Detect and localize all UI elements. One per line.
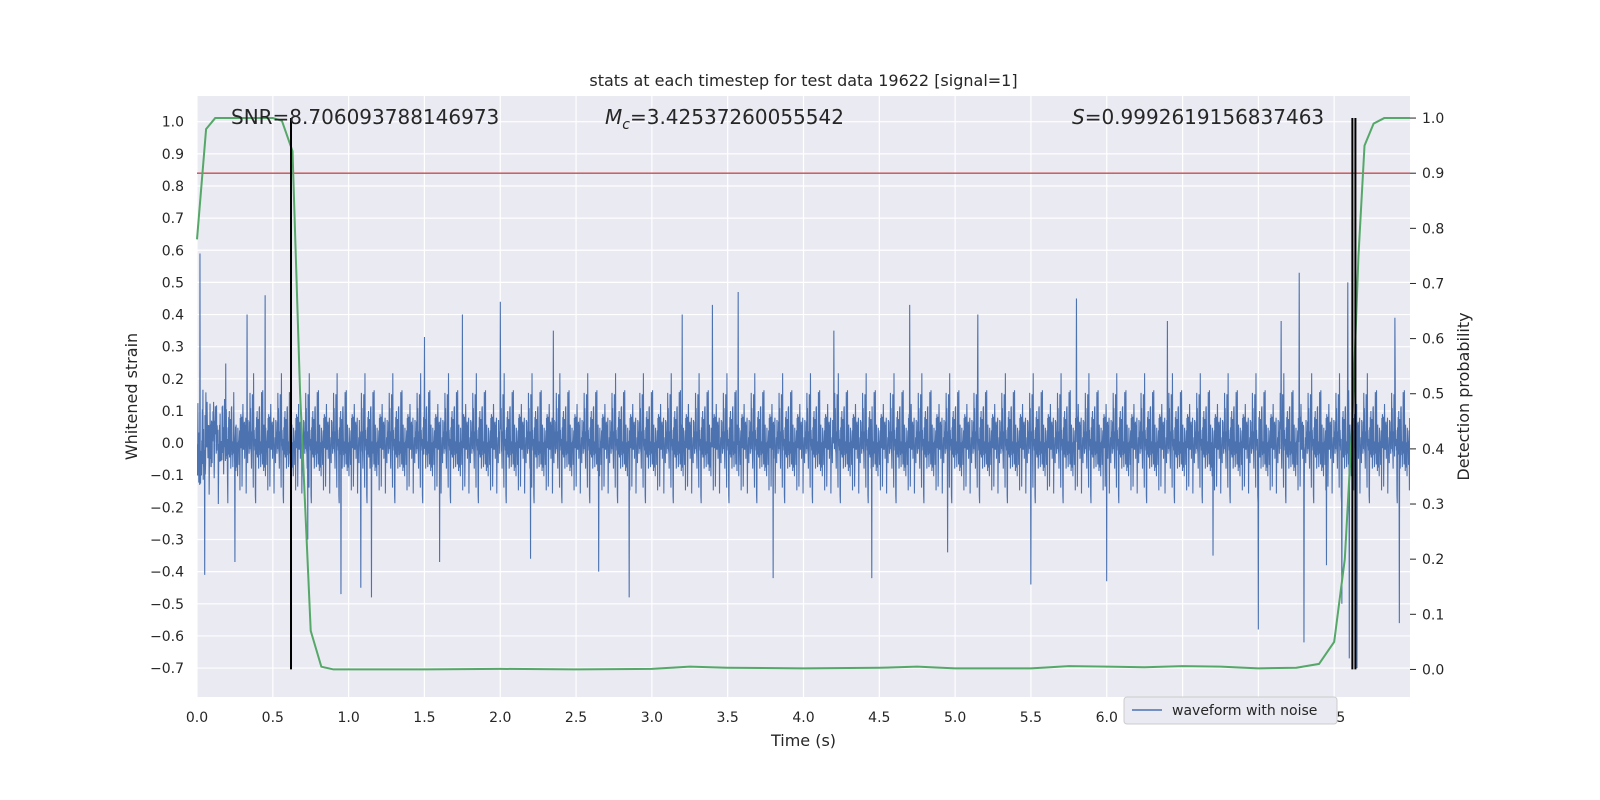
y-axis-label: Whitened strain bbox=[122, 333, 141, 460]
x-tick-label: 4.5 bbox=[868, 710, 890, 726]
statistic-annotation: S=0.9992619156837463 bbox=[1072, 105, 1324, 129]
x-tick-label: 0.0 bbox=[186, 710, 208, 726]
x-tick-label: 1.0 bbox=[337, 710, 359, 726]
y2-axis-ticks: 0.0 0.1 0.2 0.3 0.4 0.5 0.6 0.7 0.8 0.9 1.0 bbox=[1410, 111, 1444, 678]
x-axis-label: Time (s) bbox=[770, 731, 836, 750]
y-tick-label: 0.6 bbox=[162, 243, 184, 259]
waveform-series bbox=[197, 211, 1410, 669]
x-tick-label: 0.5 bbox=[262, 710, 284, 726]
x-tick-label: 3.0 bbox=[641, 710, 663, 726]
chirp-mass-symbol: M bbox=[605, 105, 622, 129]
y-tick-label: −0.5 bbox=[150, 597, 184, 613]
statistic-symbol: S bbox=[1072, 105, 1085, 129]
legend-label-waveform: waveform with noise bbox=[1172, 703, 1317, 719]
detection-probability-series bbox=[196, 117, 1410, 671]
y2-tick-label: 1.0 bbox=[1422, 111, 1444, 127]
detection-probability-line bbox=[196, 117, 1410, 671]
x-tick-label: 6.0 bbox=[1096, 710, 1118, 726]
y-tick-label: 0.4 bbox=[162, 308, 184, 324]
y-tick-label: −0.3 bbox=[150, 533, 184, 549]
y2-tick-label: 0.8 bbox=[1422, 221, 1444, 237]
x-tick-label: 5.0 bbox=[944, 710, 966, 726]
x-tick-label: 5.5 bbox=[1020, 710, 1042, 726]
x-tick-label: 2.0 bbox=[489, 710, 511, 726]
y-tick-label: −0.2 bbox=[150, 500, 184, 516]
y-tick-label: −0.1 bbox=[150, 468, 184, 484]
y2-tick-label: 0.7 bbox=[1422, 276, 1444, 292]
chirp-mass-value: =3.42537260055542 bbox=[630, 105, 844, 129]
y2-tick-label: 0.5 bbox=[1422, 387, 1444, 403]
x-tick-label: 1.5 bbox=[413, 710, 435, 726]
x-tick-label: 2.5 bbox=[565, 710, 587, 726]
y-tick-label: −0.6 bbox=[150, 629, 184, 645]
y-tick-label: −0.4 bbox=[150, 565, 184, 581]
y-tick-label: 0.9 bbox=[162, 147, 184, 163]
y-axis-ticks: −0.7 −0.6 −0.5 −0.4 −0.3 −0.2 −0.1 0.0 0.1 0.2 0.3… bbox=[150, 115, 184, 677]
legend-box bbox=[1123, 696, 1338, 725]
y2-tick-label: 0.1 bbox=[1422, 607, 1444, 623]
y2-tick-label: 0.9 bbox=[1422, 166, 1444, 182]
chirp-mass-annotation: Mc=3.42537260055542 bbox=[605, 105, 844, 133]
y-tick-label: 0.2 bbox=[162, 372, 184, 388]
x-tick-label: 3.5 bbox=[717, 710, 739, 726]
x-tick-label: 4.0 bbox=[792, 710, 814, 726]
y-tick-label: 0.3 bbox=[162, 340, 184, 356]
detection-markers bbox=[290, 118, 1357, 670]
legend: waveform with noise bbox=[1123, 696, 1338, 725]
y-tick-label: −0.7 bbox=[150, 661, 184, 677]
y2-tick-label: 0.2 bbox=[1422, 552, 1444, 568]
y-tick-label: 0.8 bbox=[162, 179, 184, 195]
y2-tick-label: 0.6 bbox=[1422, 332, 1444, 348]
y-tick-label: 1.0 bbox=[162, 115, 184, 131]
snr-annotation: SNR=8.706093788146973 bbox=[231, 105, 499, 129]
chart-title: stats at each timestep for test data 196… bbox=[589, 71, 1017, 90]
y2-tick-label: 0.3 bbox=[1422, 497, 1444, 513]
y-tick-label: 0.1 bbox=[162, 404, 184, 420]
waveform-line bbox=[197, 211, 1410, 669]
y2-tick-label: 0.4 bbox=[1422, 442, 1444, 458]
chirp-mass-subscript: c bbox=[622, 117, 630, 133]
y-tick-label: 0.7 bbox=[162, 211, 184, 227]
y-tick-label: 0.5 bbox=[162, 275, 184, 291]
y2-axis-label: Detection probability bbox=[1454, 312, 1473, 480]
statistic-value: =0.9992619156837463 bbox=[1085, 105, 1324, 129]
y-tick-label: 0.0 bbox=[162, 436, 184, 452]
y2-tick-label: 0.0 bbox=[1422, 662, 1444, 678]
